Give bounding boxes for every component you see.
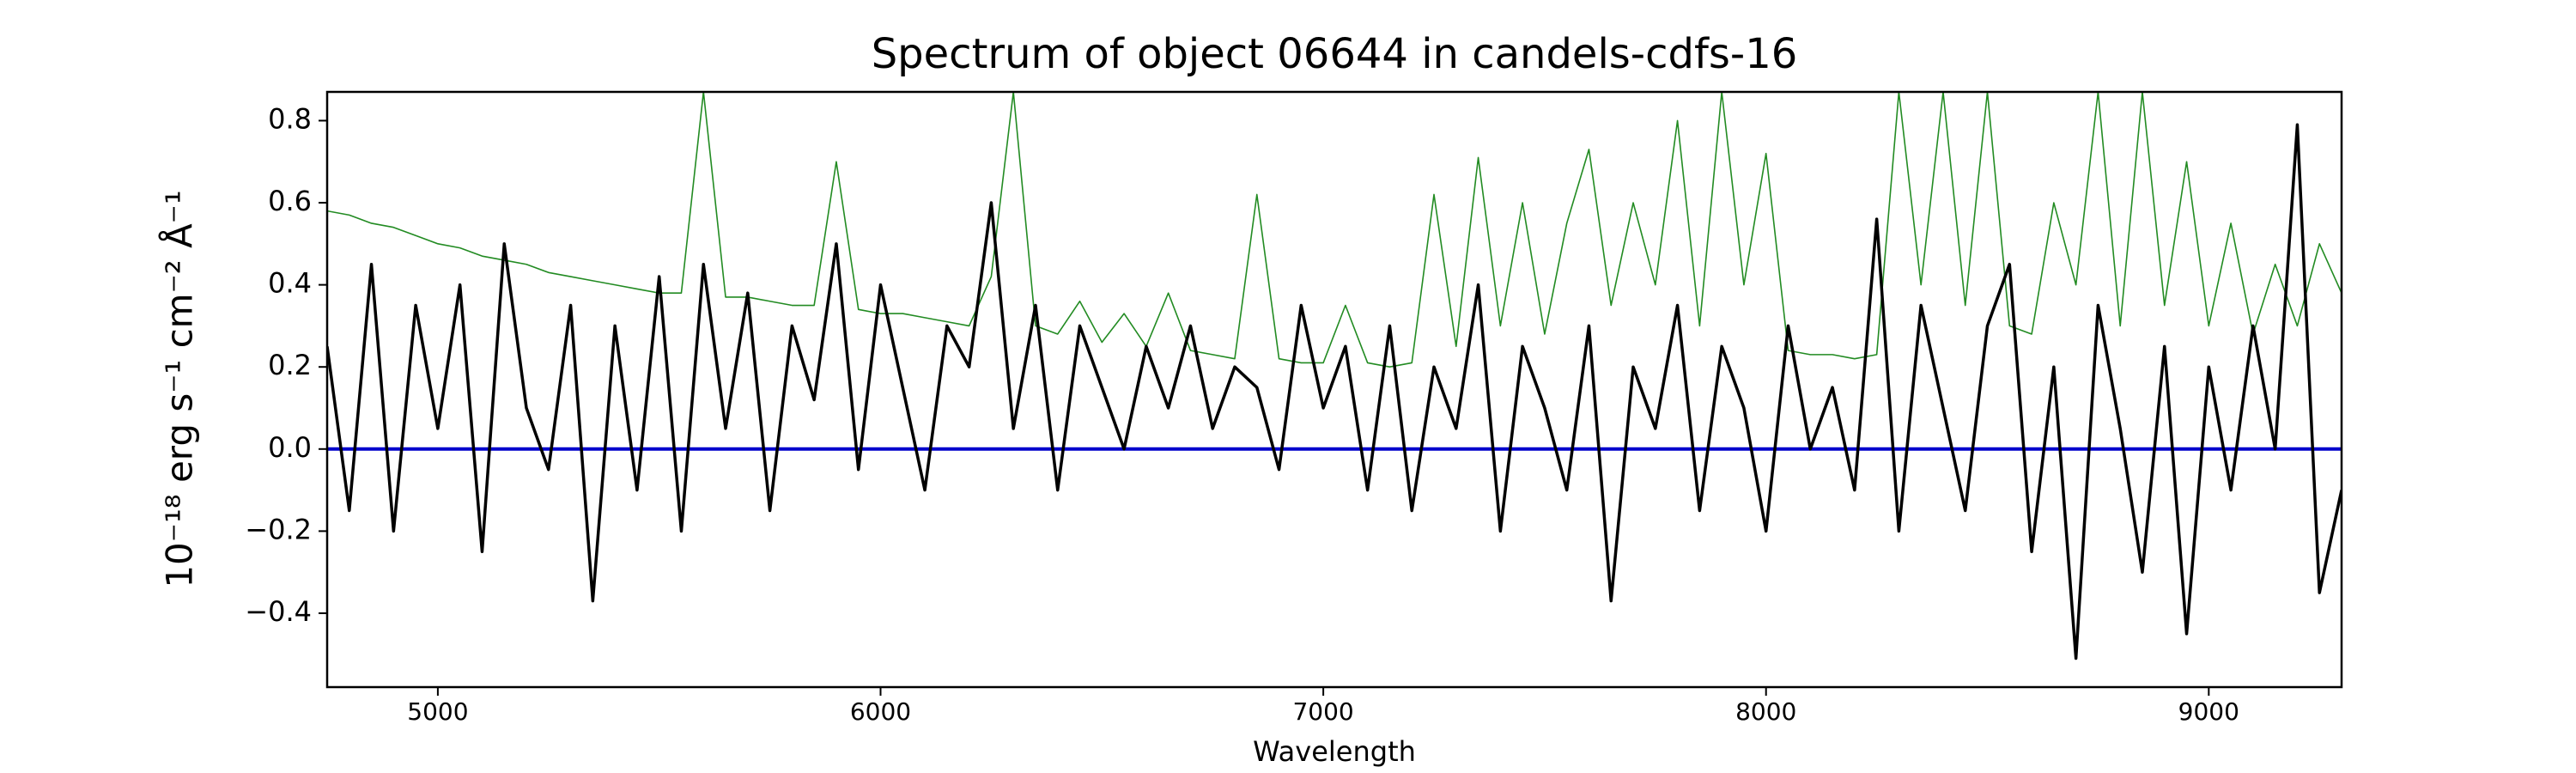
y-axis-label: 10⁻¹⁸ erg s⁻¹ cm⁻² Å⁻¹	[158, 190, 201, 587]
y-tick-label: 0.4	[268, 267, 312, 300]
x-tick-label: 9000	[2178, 697, 2239, 726]
spectrum-line	[327, 92, 2342, 368]
x-tick-label: 5000	[407, 697, 468, 726]
y-tick-label: 0.2	[268, 349, 312, 381]
y-tick-label: 0.0	[268, 431, 312, 464]
chart-title: Spectrum of object 06644 in candels-cdfs…	[872, 30, 1798, 78]
y-tick-label: 0.6	[268, 185, 312, 217]
y-tick-label: −0.4	[245, 595, 312, 628]
x-axis-label: Wavelength	[1253, 735, 1416, 768]
y-tick-label: 0.8	[268, 102, 312, 135]
x-tick-label: 6000	[850, 697, 911, 726]
axes-frame	[325, 90, 2343, 689]
plot-area	[327, 92, 2342, 660]
y-tick-label: −0.2	[245, 513, 312, 545]
x-tick-label: 8000	[1735, 697, 1796, 726]
x-tick-label: 7000	[1292, 697, 1353, 726]
spectrum-line	[327, 123, 2342, 660]
